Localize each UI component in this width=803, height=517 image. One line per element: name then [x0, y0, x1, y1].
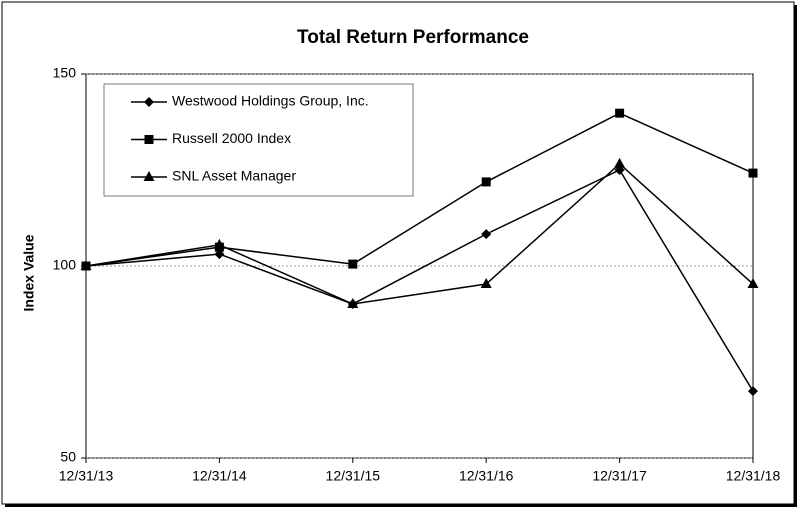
data-point [348, 259, 358, 269]
legend-marker [144, 135, 154, 144]
data-point [747, 278, 759, 289]
series-line [85, 112, 754, 267]
data-point [748, 386, 758, 397]
frame [1, 1, 795, 505]
y-tick-label: 100 [53, 257, 77, 273]
y-tick-label: 50 [60, 449, 76, 465]
data-point [347, 298, 359, 309]
data-point [213, 238, 225, 249]
legend-marker [144, 97, 154, 107]
series-line [85, 162, 754, 305]
legend-label: Westwood Holdings Group, Inc. [172, 93, 369, 109]
y-axis-label: Index Value [21, 234, 37, 311]
data-point [480, 278, 492, 289]
chart-title: Total Return Performance [297, 27, 529, 48]
series-line [85, 169, 754, 392]
data-point [481, 177, 491, 187]
legend-marker [143, 171, 155, 181]
x-tick-label: 12/31/18 [726, 468, 781, 484]
x-tick-label: 12/31/16 [459, 468, 514, 484]
data-point [80, 260, 92, 270]
data-point [481, 229, 492, 240]
data-point [614, 157, 626, 168]
data-point [748, 168, 758, 178]
x-tick-label: 12/31/15 [326, 468, 381, 484]
x-tick-label: 12/31/17 [592, 468, 647, 484]
legend-label: Russell 2000 Index [172, 130, 291, 146]
x-tick-label: 12/31/14 [192, 468, 247, 484]
data-point [615, 108, 625, 118]
y-tick-label: 150 [53, 65, 77, 81]
x-tick-label: 12/31/13 [59, 468, 114, 484]
legend-label: SNL Asset Manager [172, 168, 296, 184]
